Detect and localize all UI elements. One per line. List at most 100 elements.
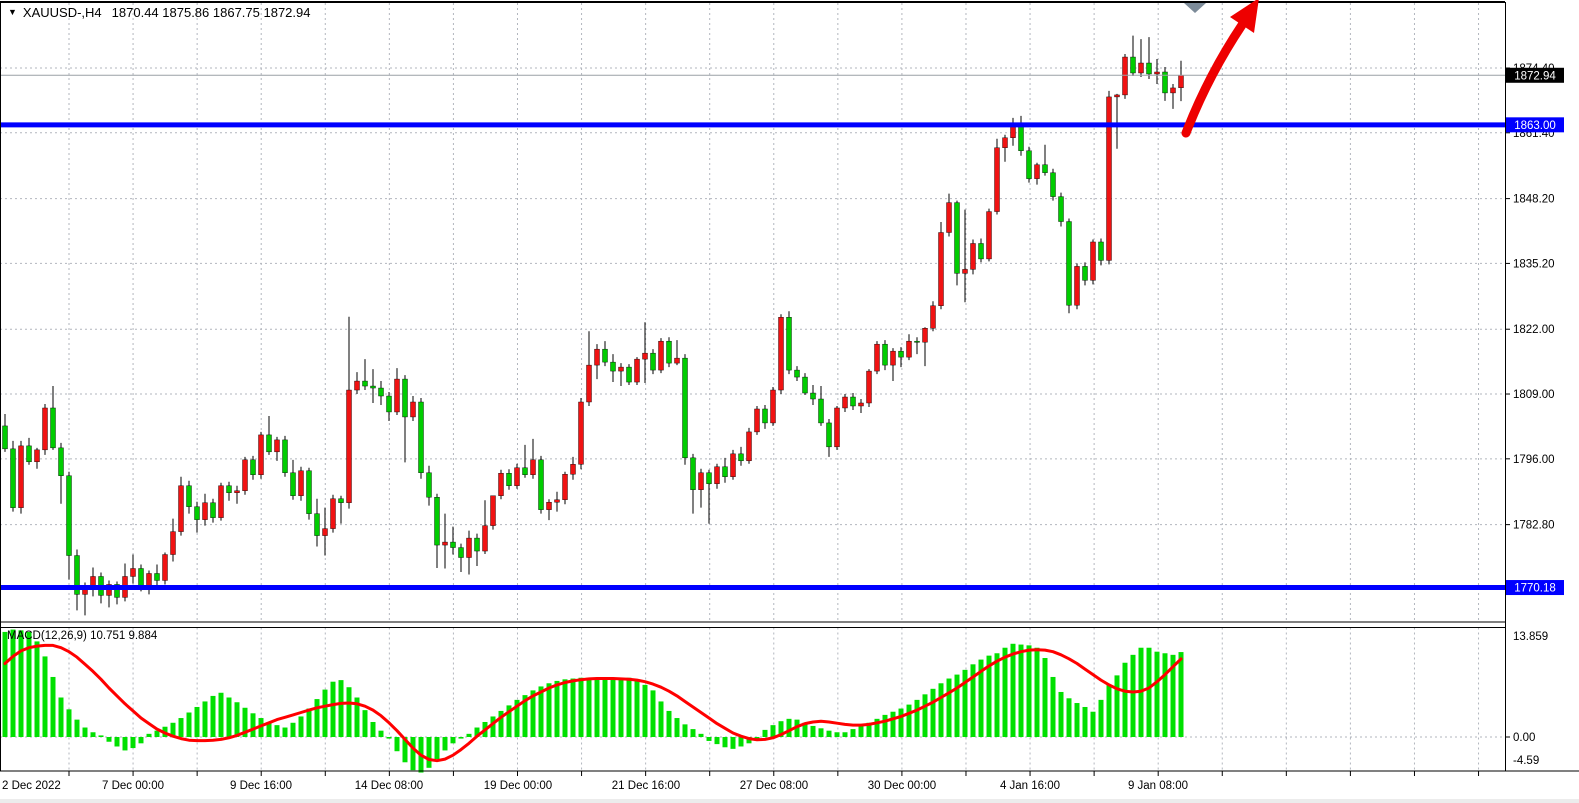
macd-bar <box>274 725 280 737</box>
macd-bar <box>650 690 656 737</box>
time-axis-label: 14 Dec 08:00 <box>355 780 423 792</box>
candle-body <box>610 361 616 372</box>
macd-bar <box>874 718 880 737</box>
macd-bar <box>10 629 16 737</box>
macd-bar <box>610 679 616 737</box>
candle-body <box>674 357 680 364</box>
trend-arrow[interactable] <box>1181 0 1259 138</box>
current-price-badge: 1872.94 <box>1506 67 1564 83</box>
candle-body <box>586 364 592 403</box>
symbol-dropdown-icon[interactable]: ▼ <box>8 7 17 17</box>
candle-body <box>530 459 536 475</box>
macd-bar <box>474 727 480 737</box>
macd-bar <box>378 730 384 737</box>
candle-body <box>306 470 312 514</box>
macd-bar <box>922 694 928 737</box>
macd-bar <box>90 732 96 737</box>
macd-bar <box>450 737 456 744</box>
time-axis[interactable]: 2 Dec 2022 7 Dec 00:00 9 Dec 16:00 14 Dec 0… <box>2 771 1480 792</box>
chart-title: ▼ XAUUSD-,H4 1870.44 1875.86 1867.75 1872.… <box>8 5 310 20</box>
candle-body <box>842 396 848 409</box>
candle-body <box>394 378 400 413</box>
macd-bar <box>714 737 720 745</box>
macd-bar <box>426 737 432 768</box>
price-axis[interactable]: 1874.401861.401848.201835.201822.001809.… <box>1505 63 1555 767</box>
macd-bar <box>690 729 696 737</box>
candle-body <box>930 305 936 329</box>
candle-body <box>186 485 192 507</box>
macd-bar <box>466 733 472 737</box>
macd-bar <box>698 733 704 737</box>
candle-body <box>1010 126 1016 138</box>
candle-body <box>858 402 864 407</box>
macd-bar <box>322 689 328 737</box>
macd-bar <box>730 737 736 749</box>
macd-bar <box>2 631 8 737</box>
macd-bar <box>210 695 216 737</box>
macd-bar <box>490 716 496 737</box>
chart-shift-marker-icon[interactable] <box>1184 3 1206 13</box>
trend-arrow-shaft <box>1181 20 1247 138</box>
macd-bar <box>26 631 32 737</box>
macd-bar <box>738 737 744 747</box>
candle-body <box>658 340 664 371</box>
price-axis-label: 1796.00 <box>1513 454 1555 466</box>
macd-bar <box>1162 653 1168 737</box>
macd-bar <box>586 677 592 737</box>
macd-bar <box>1010 643 1016 737</box>
candle-body <box>330 498 336 529</box>
candle-body <box>226 485 232 493</box>
price-axis-label: 1822.00 <box>1513 324 1555 336</box>
resistance-price-badge-text: 1863.00 <box>1514 120 1556 132</box>
macd-bar <box>170 722 176 737</box>
macd-bar <box>442 737 448 751</box>
candle-body <box>850 396 856 407</box>
macd-bar <box>1114 675 1120 737</box>
candle-body <box>18 445 24 508</box>
candle-body <box>290 472 296 496</box>
macd-bar <box>762 729 768 737</box>
current-price-badge-box <box>1506 67 1564 83</box>
time-axis-label: 21 Dec 16:00 <box>612 780 680 792</box>
candle-body <box>1050 172 1056 197</box>
macd-bar <box>58 697 64 737</box>
candle-body <box>898 350 904 358</box>
macd-bar <box>826 730 832 737</box>
candle-body <box>786 317 792 371</box>
candle-body <box>1098 241 1104 261</box>
candle-body <box>402 378 408 418</box>
candle-body <box>74 555 80 595</box>
candle-body <box>426 472 432 498</box>
candle-body <box>338 498 344 503</box>
macd-bar <box>1026 645 1032 737</box>
time-axis-label: 4 Jan 16:00 <box>1000 780 1060 792</box>
trend-arrow-head <box>1230 0 1259 33</box>
macd-bar <box>74 719 80 737</box>
candle-body <box>2 425 8 450</box>
macd-bar <box>146 733 152 737</box>
candle-body <box>874 343 880 372</box>
macd-bar <box>666 710 672 737</box>
candle-body <box>634 358 640 383</box>
macd-bar <box>114 737 120 747</box>
candle-body <box>378 387 384 397</box>
candle-body <box>482 525 488 552</box>
candle-body <box>810 392 816 400</box>
candle-body <box>546 501 552 510</box>
candle-body <box>354 380 360 391</box>
candle-body <box>770 389 776 424</box>
macd-bar <box>18 630 24 737</box>
candle-body <box>442 541 448 546</box>
candle-body <box>778 317 784 391</box>
candle-body <box>954 202 960 274</box>
macd-bar <box>1058 691 1064 737</box>
candle-body <box>362 380 368 387</box>
candle-body <box>626 366 632 383</box>
candle-body <box>250 459 256 475</box>
candle-body <box>466 537 472 558</box>
time-axis-label: 19 Dec 00:00 <box>484 780 552 792</box>
resistance-price-badge-box <box>1506 117 1564 133</box>
macd-bar <box>226 697 232 737</box>
